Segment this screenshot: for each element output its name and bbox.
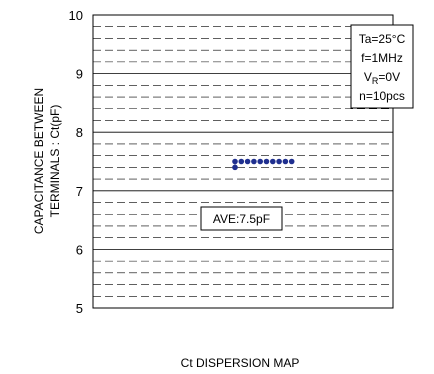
data-point [238,158,245,165]
data-point [263,158,270,165]
y-tick-label: 7 [76,184,83,199]
condition-ta: Ta=25°C [359,32,406,46]
y-tick-label: 6 [76,242,83,257]
y-tick-label: 10 [69,8,83,23]
y-tick-label: 5 [76,301,83,316]
condition-count: n=10pcs [359,89,405,103]
condition-frequency: f=1MHz [361,51,403,65]
x-axis-label: Ct DISPERSION MAP [181,356,300,370]
condition-vr: VR=0V [364,70,400,86]
data-points [232,158,295,171]
average-label: AVE:7.5pF [213,212,270,226]
y-tick-label: 9 [76,67,83,82]
data-point [232,158,238,165]
condition-vr-sub: R [372,76,379,86]
average-box: AVE:7.5pF [200,206,283,231]
y-tick-label: 8 [76,125,83,140]
data-point [257,158,264,165]
data-point [288,158,295,165]
plot-frame [92,14,394,309]
data-point [270,158,276,165]
condition-vr-value: =0V [378,70,400,84]
y-axis-label-line2: TERMINALS : Ct(pF) [48,105,62,218]
data-point [282,158,289,165]
data-point [244,158,251,165]
conditions-box: Ta=25°C f=1MHz VR=0V n=10pcs [350,24,414,109]
data-point [251,158,257,165]
data-point [276,158,282,165]
y-tick-labels: 5 6 7 8 9 10 [69,8,83,316]
y-axis-label-line1: CAPACITANCE BETWEEN [32,88,46,234]
data-point [232,164,238,171]
condition-vr-main: V [364,70,372,84]
